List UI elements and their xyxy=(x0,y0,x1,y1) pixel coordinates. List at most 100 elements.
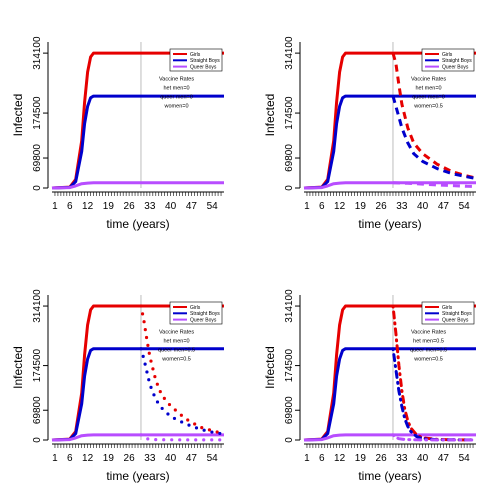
annotation-line: queer men=0 xyxy=(160,95,193,101)
y-tick-label: 314100 xyxy=(284,289,295,323)
x-tick-label: 19 xyxy=(103,453,115,464)
y-tick-label: 69800 xyxy=(284,396,295,424)
x-tick-label: 47 xyxy=(186,453,198,464)
legend-label: Queer Boys xyxy=(190,64,217,70)
legend-label: Queer Boys xyxy=(442,317,469,323)
legend-label: Queer Boys xyxy=(190,317,217,323)
y-axis-title: Infected xyxy=(263,346,277,389)
annotation-line: women=0 xyxy=(164,104,189,110)
x-tick-label: 19 xyxy=(355,201,367,212)
annotation-line: queer men=0 xyxy=(412,95,445,101)
annotation-line: queer men=0.5 xyxy=(410,347,447,353)
x-tick-label: 47 xyxy=(438,201,450,212)
annotation-line: Vaccine Rates xyxy=(411,329,446,335)
x-tick-label: 1 xyxy=(52,201,58,212)
y-tick-label: 69800 xyxy=(32,144,43,172)
x-tick-label: 6 xyxy=(319,453,325,464)
x-tick-label: 1 xyxy=(304,201,310,212)
legend-label: Straight Boys xyxy=(190,58,220,64)
x-tick-label: 54 xyxy=(459,201,471,212)
y-tick-label: 174500 xyxy=(284,96,295,130)
y-tick-label: 314100 xyxy=(32,36,43,70)
chart-panel-2: 1 6 12 19 26 33 40 47 54 0 69800 174500 314100 time (… xyxy=(263,36,477,231)
series-line-girls-vaccinated xyxy=(391,304,478,442)
x-axis-title: time (years) xyxy=(106,469,169,483)
x-tick-label: 19 xyxy=(355,453,367,464)
x-tick-label: 1 xyxy=(304,453,310,464)
x-tick-label: 40 xyxy=(165,201,177,212)
y-tick-label: 174500 xyxy=(32,348,43,382)
series-line-straight-boys xyxy=(51,347,224,442)
legend-label: Girls xyxy=(442,305,453,311)
y-axis-title: Infected xyxy=(263,94,277,137)
series-line-queer-boys xyxy=(51,181,224,190)
y-tick-label: 174500 xyxy=(284,348,295,382)
series-line-queer-boys-vaccinated xyxy=(391,433,478,442)
legend-label: Girls xyxy=(442,52,453,58)
y-tick-label: 69800 xyxy=(284,144,295,172)
x-axis-title: time (years) xyxy=(358,469,421,483)
series-line-straight-boys xyxy=(303,94,476,190)
x-tick-label: 40 xyxy=(417,201,429,212)
annotation-line: women=0.5 xyxy=(161,356,191,362)
x-tick-label: 26 xyxy=(376,201,388,212)
series-line-straight-boys xyxy=(51,94,224,190)
legend-label: Queer Boys xyxy=(442,64,469,70)
chart-panel-4: 1 6 12 19 26 33 40 47 54 0 69800 174500 314100 time (… xyxy=(263,289,478,483)
x-tick-label: 54 xyxy=(207,201,219,212)
y-tick-label: 314100 xyxy=(32,289,43,323)
x-tick-label: 26 xyxy=(124,453,136,464)
y-tick-label: 0 xyxy=(284,437,295,443)
legend-label: Girls xyxy=(190,305,201,311)
y-tick-label: 0 xyxy=(284,185,295,191)
x-axis-title: time (years) xyxy=(358,217,421,231)
series-line-queer-boys-vaccinated xyxy=(139,433,226,442)
x-tick-label: 6 xyxy=(319,201,325,212)
x-tick-label: 47 xyxy=(438,453,450,464)
x-tick-label: 33 xyxy=(396,453,408,464)
x-tick-label: 33 xyxy=(144,201,156,212)
annotation-line: women=0.5 xyxy=(413,104,443,110)
annotation-line: Vaccine Rates xyxy=(159,329,194,335)
legend-label: Girls xyxy=(190,52,201,58)
annotation-line: women=0.5 xyxy=(413,356,443,362)
x-tick-label: 33 xyxy=(396,201,408,212)
annotation-line: het men=0 xyxy=(415,86,441,92)
x-tick-label: 33 xyxy=(144,453,156,464)
legend-label: Straight Boys xyxy=(442,311,472,317)
y-axis-title: Infected xyxy=(11,94,25,137)
series-line-straight-boys-vaccinated xyxy=(139,347,226,436)
x-tick-label: 54 xyxy=(207,453,219,464)
annotation-line: het men=0 xyxy=(163,86,189,92)
x-tick-label: 19 xyxy=(103,201,115,212)
y-tick-label: 314100 xyxy=(284,36,295,70)
series-line-queer-boys xyxy=(51,433,224,442)
legend-label: Straight Boys xyxy=(442,58,472,64)
x-tick-label: 6 xyxy=(67,201,73,212)
x-tick-label: 47 xyxy=(186,201,198,212)
chart-panel-3: 1 6 12 19 26 33 40 47 54 0 69800 174500 314100 time (… xyxy=(11,289,226,483)
annotation-line: Vaccine Rates xyxy=(411,77,446,83)
x-tick-label: 6 xyxy=(67,453,73,464)
x-tick-label: 40 xyxy=(165,453,177,464)
x-tick-label: 26 xyxy=(124,201,136,212)
x-tick-label: 12 xyxy=(82,453,94,464)
annotation-line: Vaccine Rates xyxy=(159,77,194,83)
series-line-queer-boys xyxy=(303,181,476,190)
x-tick-label: 12 xyxy=(334,453,346,464)
x-tick-label: 1 xyxy=(52,453,58,464)
annotation-line: queer men=0.5 xyxy=(158,347,195,353)
series-line-straight-boys xyxy=(303,347,476,442)
annotation-line: het men=0.5 xyxy=(413,338,444,344)
annotation-line: het men=0 xyxy=(163,338,189,344)
y-tick-label: 174500 xyxy=(32,96,43,130)
series-line-girls-vaccinated xyxy=(391,52,477,180)
x-tick-label: 26 xyxy=(376,453,388,464)
x-tick-label: 54 xyxy=(459,453,471,464)
chart-panel-1: 1 6 12 19 26 33 40 47 54 0 69800 174500 314100 time (… xyxy=(11,36,224,231)
series-line-girls-vaccinated xyxy=(139,304,226,436)
y-tick-label: 0 xyxy=(32,437,43,443)
series-line-queer-boys xyxy=(303,433,476,442)
legend-label: Straight Boys xyxy=(190,311,220,317)
